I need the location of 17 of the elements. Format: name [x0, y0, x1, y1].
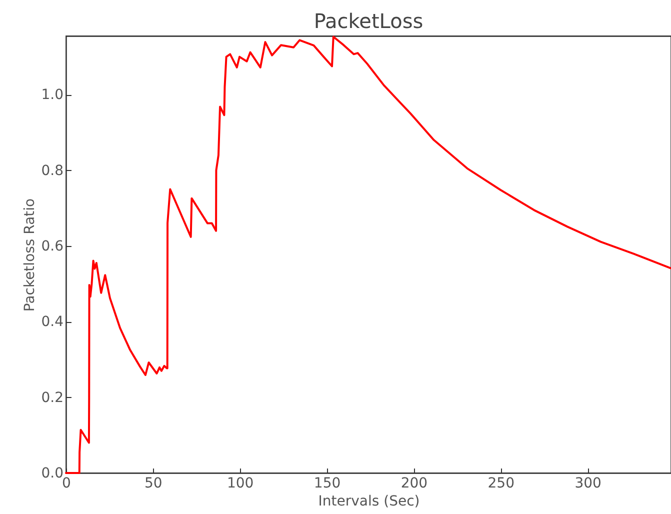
x-tick-label: 200 — [400, 476, 428, 492]
x-tick-label: 250 — [488, 476, 514, 492]
x-tick-label: 300 — [574, 476, 602, 492]
x-tick-label: 150 — [314, 476, 341, 492]
chart-title: PacketLoss — [314, 8, 424, 33]
y-tick-label: 0.2 — [41, 390, 64, 406]
line-series — [65, 36, 671, 474]
y-tick-label: 0.4 — [41, 314, 64, 330]
x-tick-label: 100 — [226, 476, 254, 492]
y-tick-label: 0.0 — [41, 466, 64, 482]
x-tick-label: 50 — [144, 476, 162, 492]
y-tick-label: 0.8 — [41, 162, 64, 179]
y-tick-label: 1.0 — [41, 87, 64, 104]
y-tick-label: 0.6 — [41, 238, 64, 254]
x-axis-title: Intervals (Sec) — [318, 494, 420, 510]
x-tick-label: 0 — [62, 476, 71, 492]
y-axis-title: Packetloss Ratio — [22, 198, 38, 312]
